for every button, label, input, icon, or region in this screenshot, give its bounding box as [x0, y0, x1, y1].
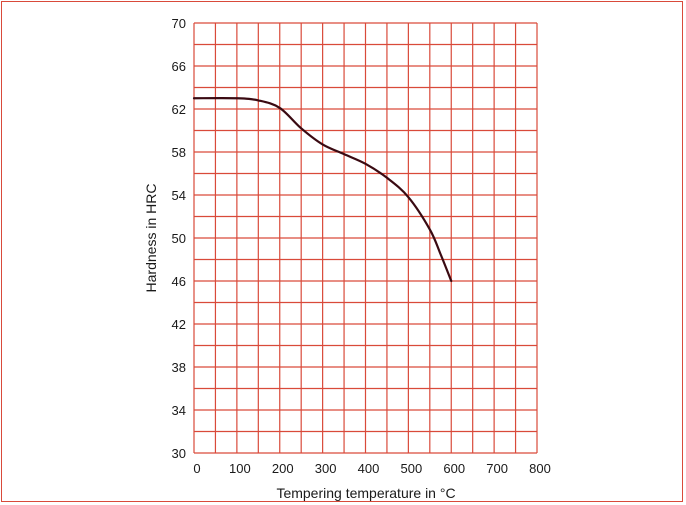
y-tick-label: 30	[172, 446, 186, 461]
y-tick-label: 62	[172, 102, 186, 117]
x-tick-label: 800	[529, 461, 551, 476]
y-tick-label: 66	[172, 59, 186, 74]
y-tick-label: 46	[172, 274, 186, 289]
grid	[193, 22, 538, 454]
x-tick-label: 200	[272, 461, 294, 476]
x-tick-label: 700	[486, 461, 508, 476]
y-tick-label: 58	[172, 145, 186, 160]
x-tick-label: 0	[193, 461, 200, 476]
y-tick-label: 34	[172, 403, 186, 418]
y-tick-label: 42	[172, 317, 186, 332]
y-tick-labels: 30 34 38 42 46 50 54 58 62 66 70	[172, 16, 186, 461]
series-line-hardness	[192, 96, 453, 283]
y-tick-label: 38	[172, 360, 186, 375]
x-tick-label: 500	[401, 461, 423, 476]
x-tick-labels: 0 100 200 300 400 500 600 700 800	[193, 461, 550, 476]
x-tick-label: 100	[229, 461, 251, 476]
plot-area	[192, 96, 453, 283]
y-tick-label: 70	[172, 16, 186, 31]
x-tick-label: 300	[315, 461, 337, 476]
x-axis-label: Tempering temperature in °C	[276, 485, 455, 501]
y-axis-label: Hardness in HRC	[143, 184, 159, 293]
y-tick-label: 54	[172, 188, 186, 203]
x-tick-label: 400	[358, 461, 380, 476]
x-tick-label: 600	[443, 461, 465, 476]
y-tick-label: 50	[172, 231, 186, 246]
